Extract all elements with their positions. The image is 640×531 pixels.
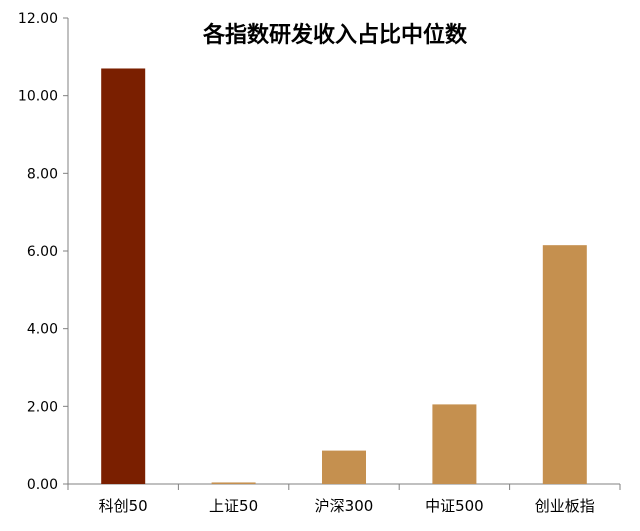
bar: [101, 68, 146, 484]
x-tick-label: 上证50: [209, 497, 258, 515]
chart-title: 各指数研发收入占比中位数: [202, 22, 468, 48]
bar: [211, 482, 256, 484]
bar: [432, 404, 477, 484]
y-tick-label: 6.00: [27, 244, 58, 260]
y-tick-label: 8.00: [27, 166, 58, 182]
x-tick-label: 创业板指: [535, 497, 595, 515]
category-labels: 科创50 上证50 沪深300 中证500 创业板指: [99, 497, 595, 515]
x-axis: [67, 483, 621, 490]
bars: [101, 68, 587, 484]
y-tick-label: 4.00: [27, 322, 58, 338]
bar: [542, 245, 587, 484]
x-tick-label: 中证500: [425, 497, 484, 515]
x-tick-label: 沪深300: [315, 497, 374, 515]
y-tick-label: 2.00: [27, 399, 58, 415]
y-tick-label: 12.00: [18, 11, 58, 27]
y-axis: 0.00 2.00 4.00 6.00 8.00 10.00 12.00: [18, 11, 69, 493]
x-tick-label: 科创50: [99, 497, 148, 515]
y-tick-label: 10.00: [18, 89, 58, 105]
y-tick-label: 0.00: [27, 477, 58, 493]
bar: [322, 450, 366, 484]
